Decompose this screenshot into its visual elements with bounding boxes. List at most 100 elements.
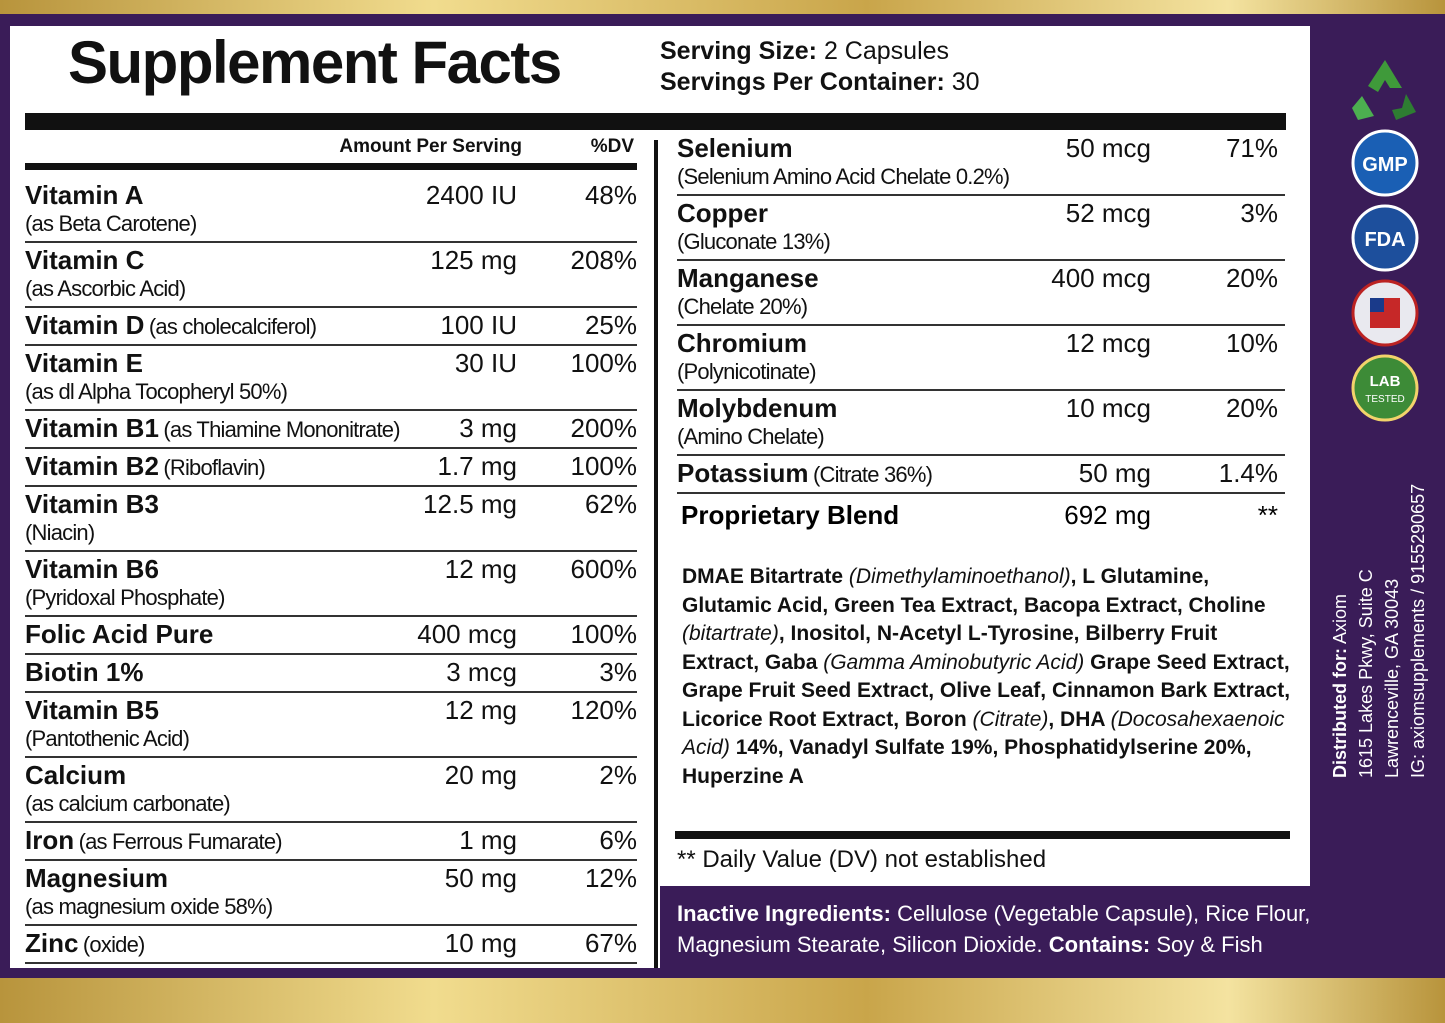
nutrient: Vitamin D (as cholecalciferol) (25, 310, 317, 341)
daily-value: 67% (584, 928, 637, 958)
daily-value: 600% (570, 554, 638, 584)
amount: 12 mcg (1065, 328, 1151, 358)
name: Vitamin B1 (25, 413, 159, 443)
nutrient: Vitamin B1 (as Thiamine Mononitrate) (25, 413, 401, 444)
amount: 125 mg (430, 245, 517, 275)
nutrient: Manganese (Chelate 20%) (677, 263, 819, 320)
ingredient-text: Grape Seed Extract, Grape Fruit Seed Ext… (682, 650, 1291, 731)
row: Biotin 1% 3 mcg 3% (25, 655, 637, 693)
name: Manganese (677, 263, 819, 293)
recycle-icon (1352, 60, 1416, 120)
amount: 400 mcg (417, 619, 517, 649)
gold-stripe (0, 978, 1445, 1023)
amount: 50 mg (444, 863, 517, 893)
name: Molybdenum (677, 393, 838, 423)
row: Vitamin B5 (Pantothenic Acid) 12 mg 120% (25, 693, 637, 758)
label: Distributed for: (1330, 648, 1350, 778)
row: Copper (Gluconate 13%) 52 mcg 3% (677, 196, 1285, 261)
daily-value: 3% (599, 657, 637, 687)
name: Zinc (25, 928, 79, 958)
servings: Servings Per Container: 30 (660, 68, 980, 97)
title: Supplement Facts (68, 29, 562, 96)
name: Copper (677, 198, 768, 228)
name: Selenium (677, 133, 793, 163)
ingredient-text: DMAE Bitartrate (682, 565, 849, 588)
detail: (Pyridoxal Phosphate) (25, 585, 225, 610)
nutrient: Vitamin B5 (Pantothenic Acid) (25, 695, 190, 752)
value: 2 Capsules (823, 37, 950, 65)
badge-text: GMP (1362, 154, 1408, 176)
name: Vitamin B2 (25, 451, 159, 481)
daily-value: 12% (584, 863, 637, 893)
name: Vitamin A (25, 180, 144, 210)
lab-badge (1351, 354, 1419, 422)
amount: 400 mcg (1051, 263, 1151, 293)
name: Biotin 1% (25, 657, 144, 687)
nutrient: Selenium (Selenium Amino Acid Chelate 0.2… (677, 133, 1010, 190)
row: Vitamin B3 (Niacin) 12.5 mg 62% (25, 487, 637, 552)
detail: (Polynicotinate) (677, 359, 817, 384)
daily-value: 6% (599, 825, 637, 855)
detail: (Selenium Amino Acid Chelate 0.2%) (677, 164, 1010, 189)
detail: (Amino Chelate) (677, 424, 825, 449)
detail: (as magnesium oxide 58%) (25, 894, 273, 919)
blend-dv: ** (1257, 500, 1278, 530)
row: Vitamin D (as cholecalciferol) 100 IU 25% (25, 308, 637, 346)
name: Vitamin C (25, 245, 145, 275)
daily-value: 3% (1240, 198, 1278, 228)
name: Vitamin B3 (25, 489, 159, 519)
ingredient-text: (Dimethylaminoethanol) (848, 565, 1071, 588)
divider (654, 140, 658, 968)
rule (25, 163, 637, 170)
text: Cellulose (Vegetable Capsule), Rice Flou… (677, 901, 1311, 957)
detail: (Citrate 36%) (812, 462, 933, 487)
nutrient: Vitamin B6 (Pyridoxal Phosphate) (25, 554, 225, 611)
row: Vitamin B2 (Riboflavin) 1.7 mg 100% (25, 449, 637, 487)
amount: 12 mg (444, 695, 517, 725)
nutrient: Biotin 1% (25, 657, 143, 688)
nutrient: Molybdenum (Amino Chelate) (677, 393, 837, 450)
row: Selenium (Selenium Amino Acid Chelate 0.2… (677, 131, 1285, 196)
row: Folic Acid Pure 400 mcg 100% (25, 617, 637, 655)
detail: (Pantothenic Acid) (25, 726, 190, 751)
name: Magnesium (25, 863, 169, 893)
col-head: %DV (590, 136, 634, 157)
col-head: Amount Per Serving (339, 136, 522, 157)
ingredient-text: (Citrate) (972, 707, 1049, 731)
row: Iron (as Ferrous Fumarate) 1 mg 6% (25, 823, 637, 861)
label: Servings Per Container: (660, 68, 945, 96)
ingredient-text: 14%, Vanadyl Sulfate 19%, Phosphatidylse… (682, 736, 1252, 788)
rule (675, 831, 1290, 839)
amount: 100 IU (440, 310, 517, 340)
flag (1370, 298, 1384, 312)
daily-value: 100% (570, 348, 638, 378)
serving-size: Serving Size: 2 Capsules (660, 37, 949, 66)
line: Lawrenceville, GA 30043 (1382, 578, 1402, 778)
row: Chromium (Polynicotinate) 12 mcg 10% (677, 326, 1285, 391)
detail: (as cholecalciferol) (148, 314, 317, 339)
detail: (as dl Alpha Tocopheryl 50%) (25, 379, 288, 404)
amount: 10 mg (444, 928, 517, 958)
line: IG: axiomsupplements / 9155290657 (1408, 483, 1428, 778)
label: Serving Size: (660, 37, 817, 65)
nutrient: Iron (as Ferrous Fumarate) (25, 825, 283, 856)
gmp-badge (1351, 129, 1419, 197)
amount: 10 mcg (1065, 393, 1151, 423)
daily-value: 62% (584, 489, 637, 519)
row: Molybdenum (Amino Chelate) 10 mcg 20% (677, 391, 1285, 456)
detail: (Gluconate 13%) (677, 229, 831, 254)
ingredient-text: (bitartrate) (682, 622, 779, 645)
name: Potassium (677, 458, 809, 488)
name: Vitamin E (25, 348, 144, 378)
daily-value: 120% (570, 695, 638, 725)
nutrient: Vitamin C (as Ascorbic Acid) (25, 245, 186, 302)
detail: (Chelate 20%) (677, 294, 808, 319)
distributor: Distributed for: Axiom 1615 Lakes Pkwy, … (1327, 438, 1431, 778)
nutrient: Vitamin B3 (Niacin) (25, 489, 159, 546)
ingredient-text: (Gamma Aminobutyric Acid) (823, 650, 1085, 674)
nutrient: Vitamin A (as Beta Carotene) (25, 180, 197, 237)
rule (25, 113, 1286, 130)
amount: 2400 IU (425, 180, 517, 210)
nutrient: Chromium (Polynicotinate) (677, 328, 817, 385)
daily-value: 208% (570, 245, 638, 275)
